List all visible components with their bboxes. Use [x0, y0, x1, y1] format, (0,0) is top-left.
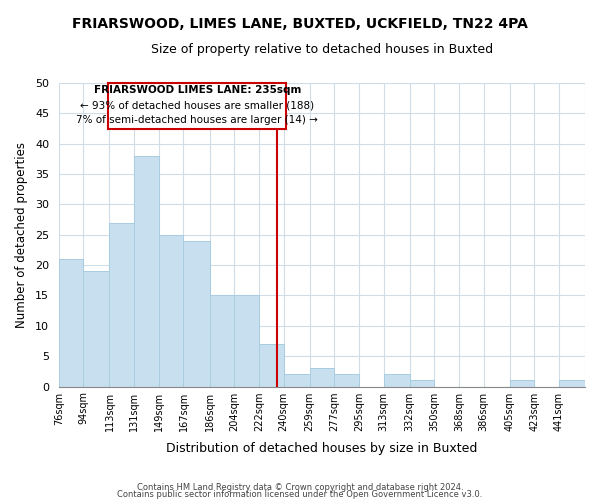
Bar — [559, 380, 585, 386]
Bar — [509, 380, 534, 386]
Text: Contains public sector information licensed under the Open Government Licence v3: Contains public sector information licen… — [118, 490, 482, 499]
Y-axis label: Number of detached properties: Number of detached properties — [15, 142, 28, 328]
Bar — [83, 271, 109, 386]
Bar — [184, 241, 209, 386]
Text: FRIARSWOOD, LIMES LANE, BUXTED, UCKFIELD, TN22 4PA: FRIARSWOOD, LIMES LANE, BUXTED, UCKFIELD… — [72, 18, 528, 32]
Bar — [259, 344, 284, 387]
Bar — [59, 259, 83, 386]
Text: ← 93% of detached houses are smaller (188): ← 93% of detached houses are smaller (18… — [80, 100, 314, 110]
Bar — [209, 296, 234, 386]
Bar — [383, 374, 410, 386]
Bar — [410, 380, 434, 386]
Text: Contains HM Land Registry data © Crown copyright and database right 2024.: Contains HM Land Registry data © Crown c… — [137, 484, 463, 492]
Text: 7% of semi-detached houses are larger (14) →: 7% of semi-detached houses are larger (1… — [76, 115, 318, 125]
Bar — [310, 368, 334, 386]
Bar — [234, 296, 259, 386]
Bar — [134, 156, 159, 386]
Bar — [284, 374, 310, 386]
Bar — [159, 235, 184, 386]
Title: Size of property relative to detached houses in Buxted: Size of property relative to detached ho… — [151, 42, 493, 56]
Bar — [109, 222, 134, 386]
FancyBboxPatch shape — [108, 83, 286, 128]
X-axis label: Distribution of detached houses by size in Buxted: Distribution of detached houses by size … — [166, 442, 478, 455]
Bar — [334, 374, 359, 386]
Text: FRIARSWOOD LIMES LANE: 235sqm: FRIARSWOOD LIMES LANE: 235sqm — [94, 85, 301, 95]
